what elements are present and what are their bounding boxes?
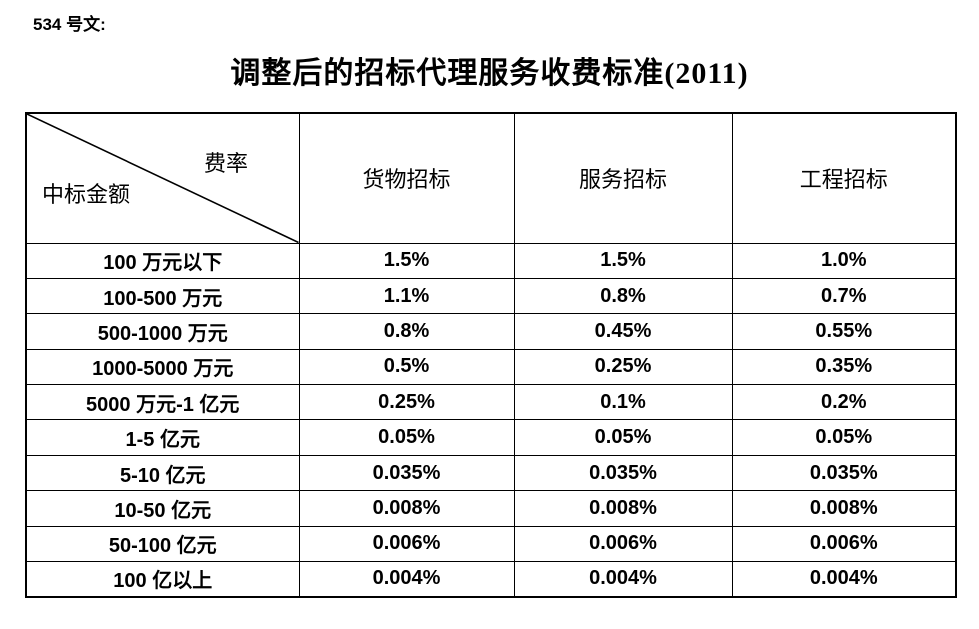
corner-label-rate: 费率 <box>204 151 249 176</box>
row-label: 100-500 万元 <box>25 277 300 315</box>
table-row: 100-500 万元 1.1% 0.8% 0.7% <box>25 277 957 315</box>
table-row: 1000-5000 万元 0.5% 0.25% 0.35% <box>25 348 957 386</box>
corner-label-amount: 中标金额 <box>42 182 131 207</box>
column-header-engineering: 工程招标 <box>731 112 957 244</box>
rate-cell: 0.8% <box>298 313 515 350</box>
rate-cell: 0.006% <box>513 525 733 563</box>
rate-cell: 0.25% <box>513 348 733 386</box>
rate-cell: 0.008% <box>731 490 957 527</box>
rate-cell: 0.45% <box>513 313 733 350</box>
rate-cell: 1.5% <box>298 242 515 279</box>
rate-cell: 0.05% <box>513 419 733 456</box>
row-label: 50-100 亿元 <box>25 525 300 563</box>
rate-cell: 0.8% <box>513 277 733 315</box>
rate-cell: 0.006% <box>298 525 515 563</box>
column-header-services: 服务招标 <box>513 112 733 244</box>
diagonal-line <box>27 114 298 242</box>
row-label: 10-50 亿元 <box>25 490 300 527</box>
table-row: 50-100 亿元 0.006% 0.006% 0.006% <box>25 525 957 563</box>
rate-cell: 0.035% <box>513 454 733 492</box>
rate-cell: 0.035% <box>731 454 957 492</box>
table-header-row: 费率 中标金额 货物招标 服务招标 工程招标 <box>25 112 957 244</box>
rate-cell: 0.05% <box>298 419 515 456</box>
doc-number-label: 534 号文: <box>33 15 106 34</box>
row-label: 1000-5000 万元 <box>25 348 300 386</box>
row-label: 100 万元以下 <box>25 242 300 279</box>
rate-cell: 0.25% <box>298 384 515 421</box>
table-row: 100 亿以上 0.004% 0.004% 0.004% <box>25 561 957 598</box>
page-title: 调整后的招标代理服务收费标准(2011) <box>230 57 749 90</box>
table-row: 1-5 亿元 0.05% 0.05% 0.05% <box>25 419 957 456</box>
row-label: 1-5 亿元 <box>25 419 300 456</box>
table-row: 5-10 亿元 0.035% 0.035% 0.035% <box>25 454 957 492</box>
rate-cell: 1.5% <box>513 242 733 279</box>
rate-cell: 0.008% <box>513 490 733 527</box>
rate-cell: 0.004% <box>298 561 515 598</box>
rate-cell: 0.035% <box>298 454 515 492</box>
rate-cell: 0.35% <box>731 348 957 386</box>
row-label: 5000 万元-1 亿元 <box>25 384 300 421</box>
rate-cell: 0.5% <box>298 348 515 386</box>
rate-cell: 1.1% <box>298 277 515 315</box>
rate-cell: 0.2% <box>731 384 957 421</box>
row-label: 100 亿以上 <box>25 561 300 598</box>
rate-cell: 0.008% <box>298 490 515 527</box>
row-label: 500-1000 万元 <box>25 313 300 350</box>
rate-cell: 0.7% <box>731 277 957 315</box>
table-row: 500-1000 万元 0.8% 0.45% 0.55% <box>25 313 957 350</box>
table-row: 100 万元以下 1.5% 1.5% 1.0% <box>25 242 957 279</box>
fee-standard-table: 费率 中标金额 货物招标 服务招标 工程招标 100 万元以下 1.5% 1.5… <box>25 112 957 598</box>
rate-cell: 0.1% <box>513 384 733 421</box>
rate-cell: 1.0% <box>731 242 957 279</box>
table-row: 10-50 亿元 0.008% 0.008% 0.008% <box>25 490 957 527</box>
rate-cell: 0.004% <box>513 561 733 598</box>
row-label: 5-10 亿元 <box>25 454 300 492</box>
rate-cell: 0.006% <box>731 525 957 563</box>
diagonal-corner-cell: 费率 中标金额 <box>25 112 300 244</box>
rate-cell: 0.55% <box>731 313 957 350</box>
rate-cell: 0.004% <box>731 561 957 598</box>
table-row: 5000 万元-1 亿元 0.25% 0.1% 0.2% <box>25 384 957 421</box>
column-header-goods: 货物招标 <box>298 112 515 244</box>
rate-cell: 0.05% <box>731 419 957 456</box>
